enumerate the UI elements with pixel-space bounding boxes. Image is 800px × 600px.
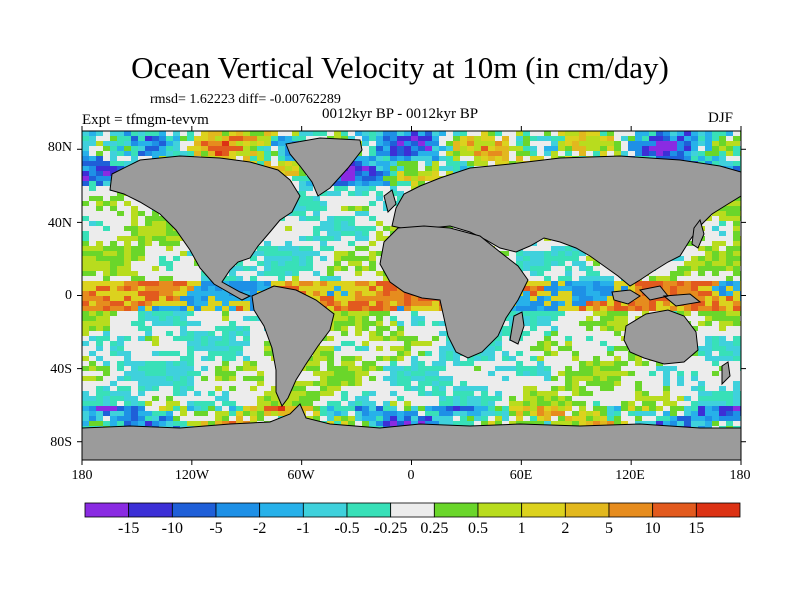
land-greenland [285,137,363,197]
colorbar-swatch [171,502,217,518]
period-label: 0012kyr BP - 0012kyr BP [322,106,479,122]
colorbar [84,502,741,518]
land-australia [623,309,699,365]
land-masses [82,137,741,460]
colorbar-swatch [215,502,261,518]
colorbar-swatch [521,502,566,518]
lon-tick-label: 0 [407,468,415,483]
land-indonesia [611,285,702,307]
lat-tick-label: 80N [47,140,72,155]
land-uk [383,189,397,213]
colorbar-label: 15 [688,520,705,537]
axis-ticks [77,126,746,465]
land-madagascar [509,311,525,345]
colorbar-swatch [259,502,304,518]
lat-tick-label: 80S [50,435,72,450]
map-title: Ocean Vertical Velocity at 10m (in cm/da… [131,50,669,85]
colorbar-label: -1 [296,520,310,537]
colorbar-swatch [128,502,173,518]
colorbar-swatch [695,502,741,518]
colorbar-swatch [608,502,654,518]
lat-tick-label: 0 [65,288,72,303]
lat-tick-label: 40S [50,362,72,377]
lon-tick-label: 180 [71,468,93,483]
colorbar-label: 0.25 [420,520,449,537]
colorbar-label: -5 [209,520,223,537]
colorbar-swatch [390,502,435,518]
colorbar-label: 5 [605,520,613,537]
colorbar-swatch [477,502,523,518]
colorbar-label: -10 [161,520,183,537]
season-label: DJF [708,110,734,126]
stats-label: rmsd= 1.62223 diff= -0.00762289 [150,92,341,107]
lon-tick-label: 120W [174,468,210,483]
lon-tick-label: 60E [509,468,533,483]
lon-tick-label: 120E [615,468,645,483]
colorbar-label: 0.5 [468,520,488,537]
colorbar-label: -0.25 [373,520,408,537]
colorbar-swatch [84,502,130,518]
experiment-label: Expt = tfmgm-tevvm [82,112,209,128]
colorbar-swatch [564,502,610,518]
lat-tick-label: 40N [47,216,72,231]
land-eurasia [391,155,741,287]
land-africa [379,225,529,359]
colorbar-label: -15 [117,520,140,537]
map-plot-area [82,131,741,460]
lon-tick-label: 180 [729,468,751,483]
colorbar-swatch [346,502,392,518]
colorbar-swatch [302,502,348,518]
lon-tick-label: 60W [287,468,315,483]
land-north-america [109,155,301,301]
land-new-zealand [721,361,731,386]
colorbar-label: -2 [252,520,267,537]
land-antarctica [82,403,741,460]
colorbar-label: -0.5 [334,520,360,537]
colorbar-label: 2 [561,520,570,537]
colorbar-swatch [433,502,479,518]
colorbar-label: 1 [517,520,526,537]
colorbar-label: 10 [644,520,661,537]
land-south-america [251,285,335,407]
land-japan [691,218,705,249]
colorbar-swatch [652,502,697,518]
